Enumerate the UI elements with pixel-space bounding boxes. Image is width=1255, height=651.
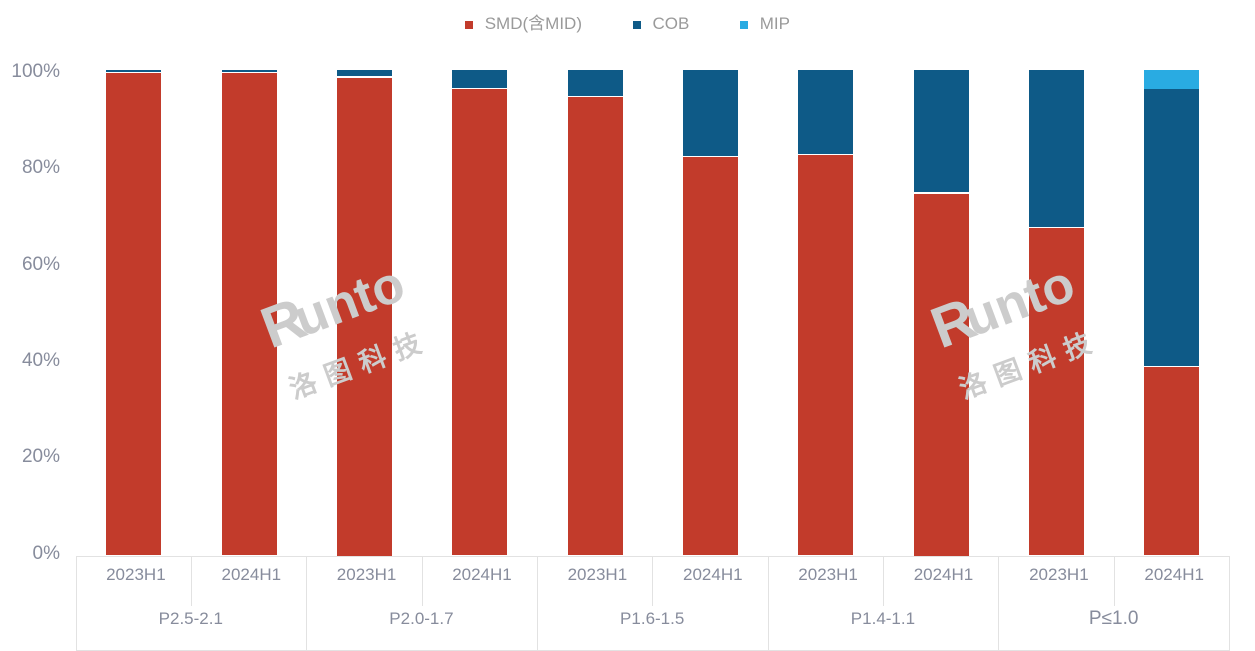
svg-text:unto: unto [957, 254, 1083, 348]
svg-text:unto: unto [287, 254, 413, 348]
